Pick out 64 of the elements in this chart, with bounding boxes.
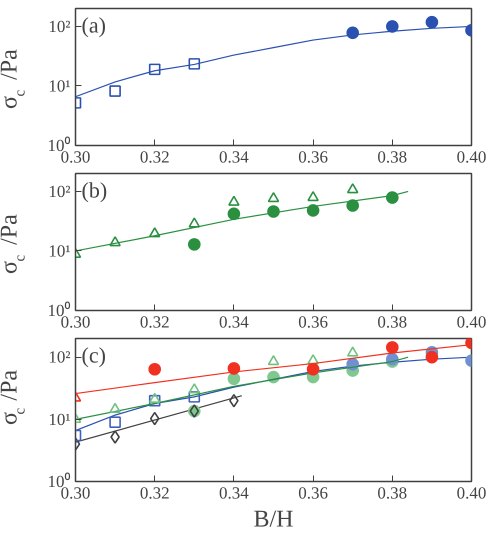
- point: [228, 208, 240, 220]
- point: [109, 236, 121, 246]
- y-tick-label: 10²: [48, 348, 71, 367]
- point: [109, 416, 121, 428]
- point: [386, 20, 399, 33]
- point: [188, 238, 201, 251]
- x-tick-label: 0.34: [219, 484, 250, 502]
- point: [148, 392, 160, 404]
- point: [148, 394, 160, 406]
- y-tick-label: 10¹: [48, 76, 71, 96]
- point: [307, 354, 319, 364]
- x-tick-label: 0.32: [140, 312, 170, 332]
- y-axis-title: σc /Pa: [0, 370, 28, 425]
- point: [109, 402, 121, 414]
- point: [228, 362, 240, 375]
- point: [346, 183, 358, 194]
- annotation: (c): [82, 342, 106, 368]
- point: [426, 350, 438, 364]
- y-tick-label: 10¹: [48, 410, 71, 429]
- y-axis-title: σc /Pa: [0, 214, 28, 274]
- point: [386, 341, 399, 354]
- point: [188, 391, 200, 403]
- point: [150, 412, 160, 426]
- point: [268, 192, 280, 202]
- annotation: (b): [82, 178, 108, 202]
- x-tick-label: 0.38: [377, 148, 408, 166]
- x-tick-label: 0.40: [456, 312, 486, 332]
- point: [228, 196, 240, 206]
- x-tick-label: 0.34: [219, 312, 250, 332]
- y-axis-title: σc /Pa: [0, 48, 28, 109]
- x-tick-label: 0.36: [298, 148, 328, 166]
- point: [426, 16, 438, 28]
- x-tick-label: 0.36: [298, 312, 328, 332]
- point: [148, 227, 160, 238]
- point: [346, 346, 358, 357]
- point: [188, 58, 200, 70]
- point: [229, 394, 239, 408]
- point: [306, 362, 320, 376]
- point: [346, 26, 359, 40]
- point: [306, 204, 320, 217]
- x-tick-label: 0.32: [140, 484, 170, 502]
- point: [188, 217, 200, 228]
- y-tick-label: 10¹: [48, 241, 71, 260]
- annotation: (a): [82, 12, 106, 38]
- point: [148, 362, 161, 376]
- y-tick-label: 10²: [48, 182, 71, 201]
- x-tick-label: 0.38: [377, 312, 408, 332]
- x-tick-label: 0.40: [456, 148, 486, 166]
- point: [386, 191, 399, 204]
- y-tick-label: 10²: [48, 16, 71, 36]
- x-tick-label: 0.32: [140, 148, 170, 166]
- x-axis-title: B/H: [253, 506, 294, 532]
- point: [268, 355, 280, 366]
- x-tick-label: 0.38: [377, 484, 408, 502]
- point: [346, 199, 359, 212]
- x-tick-label: 0.34: [219, 148, 250, 166]
- point: [110, 430, 120, 444]
- x-tick-label: 0.40: [456, 484, 486, 502]
- point: [307, 190, 319, 202]
- point: [148, 64, 160, 76]
- point: [109, 85, 121, 97]
- point: [188, 383, 200, 394]
- x-tick-label: 0.36: [298, 484, 328, 502]
- point: [228, 372, 240, 386]
